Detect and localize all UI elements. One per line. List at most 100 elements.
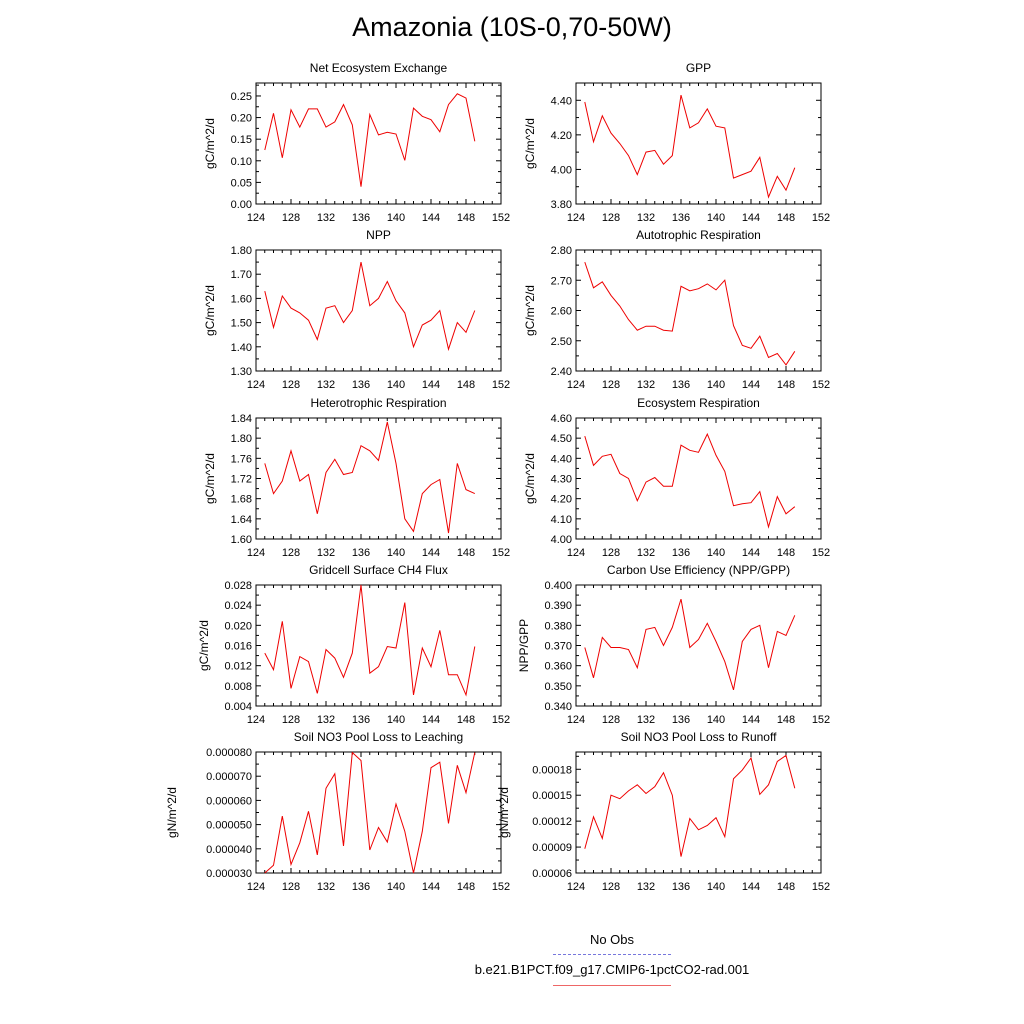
x-tick-label: 124 (247, 547, 265, 559)
x-tick-label: 140 (707, 212, 725, 224)
y-tick-label: 1.30 (231, 366, 252, 378)
chart-5: 124 128 132 136 140 144 148 152 4.00 4.10 4.20 4.30… (523, 396, 830, 559)
y-tick-label: 0.000060 (206, 795, 252, 807)
chart-2: 124 128 132 136 140 144 148 152 1.30 1.40 1.50 1.60… (203, 228, 510, 391)
x-tick-label: 148 (457, 547, 475, 559)
x-tick-label: 144 (742, 881, 760, 893)
y-tick-label: 0.004 (224, 701, 252, 713)
y-tick-label: 3.80 (551, 199, 572, 211)
chart-title: Heterotrophic Respiration (310, 396, 446, 410)
y-tick-label: 0.016 (224, 641, 252, 653)
x-tick-label: 136 (352, 379, 370, 391)
y-tick-label: 1.60 (231, 293, 252, 305)
y-tick-label: 1.68 (231, 494, 252, 506)
y-tick-label: 0.020 (224, 620, 252, 632)
y-tick-label: 0.00012 (532, 816, 572, 828)
x-tick-label: 144 (422, 714, 440, 726)
y-tick-label: 0.05 (231, 177, 252, 189)
x-tick-label: 144 (422, 881, 440, 893)
x-tick-label: 136 (352, 881, 370, 893)
plot-frame (575, 249, 822, 372)
y-tick-label: 0.400 (544, 580, 572, 592)
x-tick-label: 132 (637, 547, 655, 559)
chart-title: Ecosystem Respiration (637, 396, 760, 410)
x-tick-label: 148 (457, 212, 475, 224)
chart-title: Gridcell Surface CH4 Flux (309, 563, 448, 577)
x-tick-label: 132 (317, 714, 335, 726)
y-tick-label: 4.50 (551, 433, 572, 445)
y-axis-label: gC/m^2/d (523, 285, 537, 336)
y-tick-label: 1.70 (231, 269, 252, 281)
x-tick-label: 128 (282, 547, 300, 559)
y-tick-label: 4.60 (551, 413, 572, 425)
y-tick-label: 2.70 (551, 275, 572, 287)
plot-frame (255, 82, 502, 205)
x-tick-label: 136 (352, 212, 370, 224)
x-tick-label: 152 (812, 212, 830, 224)
chart-1: 124 128 132 136 140 144 148 152 3.80 4.00 4.20 4.40… (523, 61, 830, 224)
y-axis-label: gC/m^2/d (523, 453, 537, 504)
y-tick-label: 0.00006 (532, 868, 572, 880)
x-tick-label: 144 (742, 212, 760, 224)
x-tick-label: 132 (637, 881, 655, 893)
legend-model-line (553, 985, 671, 986)
x-tick-label: 140 (707, 714, 725, 726)
x-tick-label: 132 (637, 212, 655, 224)
x-tick-label: 148 (457, 379, 475, 391)
y-tick-label: 4.00 (551, 164, 572, 176)
x-tick-label: 152 (492, 881, 510, 893)
series-line (584, 432, 796, 529)
x-tick-label: 128 (602, 547, 620, 559)
chart-3: 124 128 132 136 140 144 148 152 2.40 2.50 2.60 2.70… (523, 228, 830, 391)
y-axis-label: gC/m^2/d (197, 620, 211, 671)
x-tick-label: 136 (352, 714, 370, 726)
chart-title: Net Ecosystem Exchange (310, 61, 448, 75)
chart-title: NPP (366, 228, 391, 242)
x-tick-label: 148 (777, 379, 795, 391)
page-title: Amazonia (10S-0,70-50W) (352, 12, 672, 42)
y-tick-label: 0.008 (224, 681, 252, 693)
plot-frame (255, 751, 502, 874)
plot-frame (575, 82, 822, 205)
y-tick-label: 1.60 (231, 534, 252, 546)
y-tick-label: 0.370 (544, 641, 572, 653)
x-tick-label: 148 (777, 212, 795, 224)
x-tick-label: 148 (457, 881, 475, 893)
y-axis-label: gC/m^2/d (203, 453, 217, 504)
y-tick-label: 0.000080 (206, 747, 252, 759)
y-axis-label: gC/m^2/d (523, 118, 537, 169)
x-tick-label: 152 (492, 379, 510, 391)
legend-model-label: b.e21.B1PCT.f09_g17.CMIP6-1pctCO2-rad.00… (474, 962, 750, 977)
chart-title: Autotrophic Respiration (636, 228, 761, 242)
plot-frame (575, 417, 822, 540)
chart-title: Carbon Use Efficiency (NPP/GPP) (607, 563, 790, 577)
x-tick-label: 128 (602, 881, 620, 893)
chart-title: Soil NO3 Pool Loss to Leaching (294, 730, 463, 744)
x-tick-label: 124 (567, 212, 585, 224)
x-tick-label: 128 (282, 881, 300, 893)
x-tick-label: 128 (282, 714, 300, 726)
x-tick-label: 136 (672, 212, 690, 224)
x-tick-label: 132 (317, 212, 335, 224)
series-line (584, 598, 796, 691)
x-tick-label: 144 (422, 212, 440, 224)
chart-7: 124 128 132 136 140 144 148 152 0.340 0.350 0.360 0… (517, 563, 830, 726)
y-tick-label: 1.40 (231, 342, 252, 354)
x-tick-label: 152 (812, 881, 830, 893)
x-tick-label: 128 (282, 379, 300, 391)
x-tick-label: 136 (672, 379, 690, 391)
y-tick-label: 0.10 (231, 156, 252, 168)
chart-6: 124 128 132 136 140 144 148 152 0.004 0.008 0.012 0… (197, 563, 510, 726)
x-tick-label: 132 (317, 881, 335, 893)
x-tick-label: 144 (742, 547, 760, 559)
x-tick-label: 140 (387, 212, 405, 224)
x-tick-label: 140 (387, 881, 405, 893)
y-tick-label: 0.000070 (206, 771, 252, 783)
y-tick-label: 0.340 (544, 701, 572, 713)
y-tick-label: 0.028 (224, 580, 252, 592)
x-tick-label: 132 (637, 379, 655, 391)
x-tick-label: 124 (247, 379, 265, 391)
plot-frame (255, 584, 502, 707)
y-tick-label: 4.00 (551, 534, 572, 546)
y-tick-label: 0.012 (224, 661, 252, 673)
